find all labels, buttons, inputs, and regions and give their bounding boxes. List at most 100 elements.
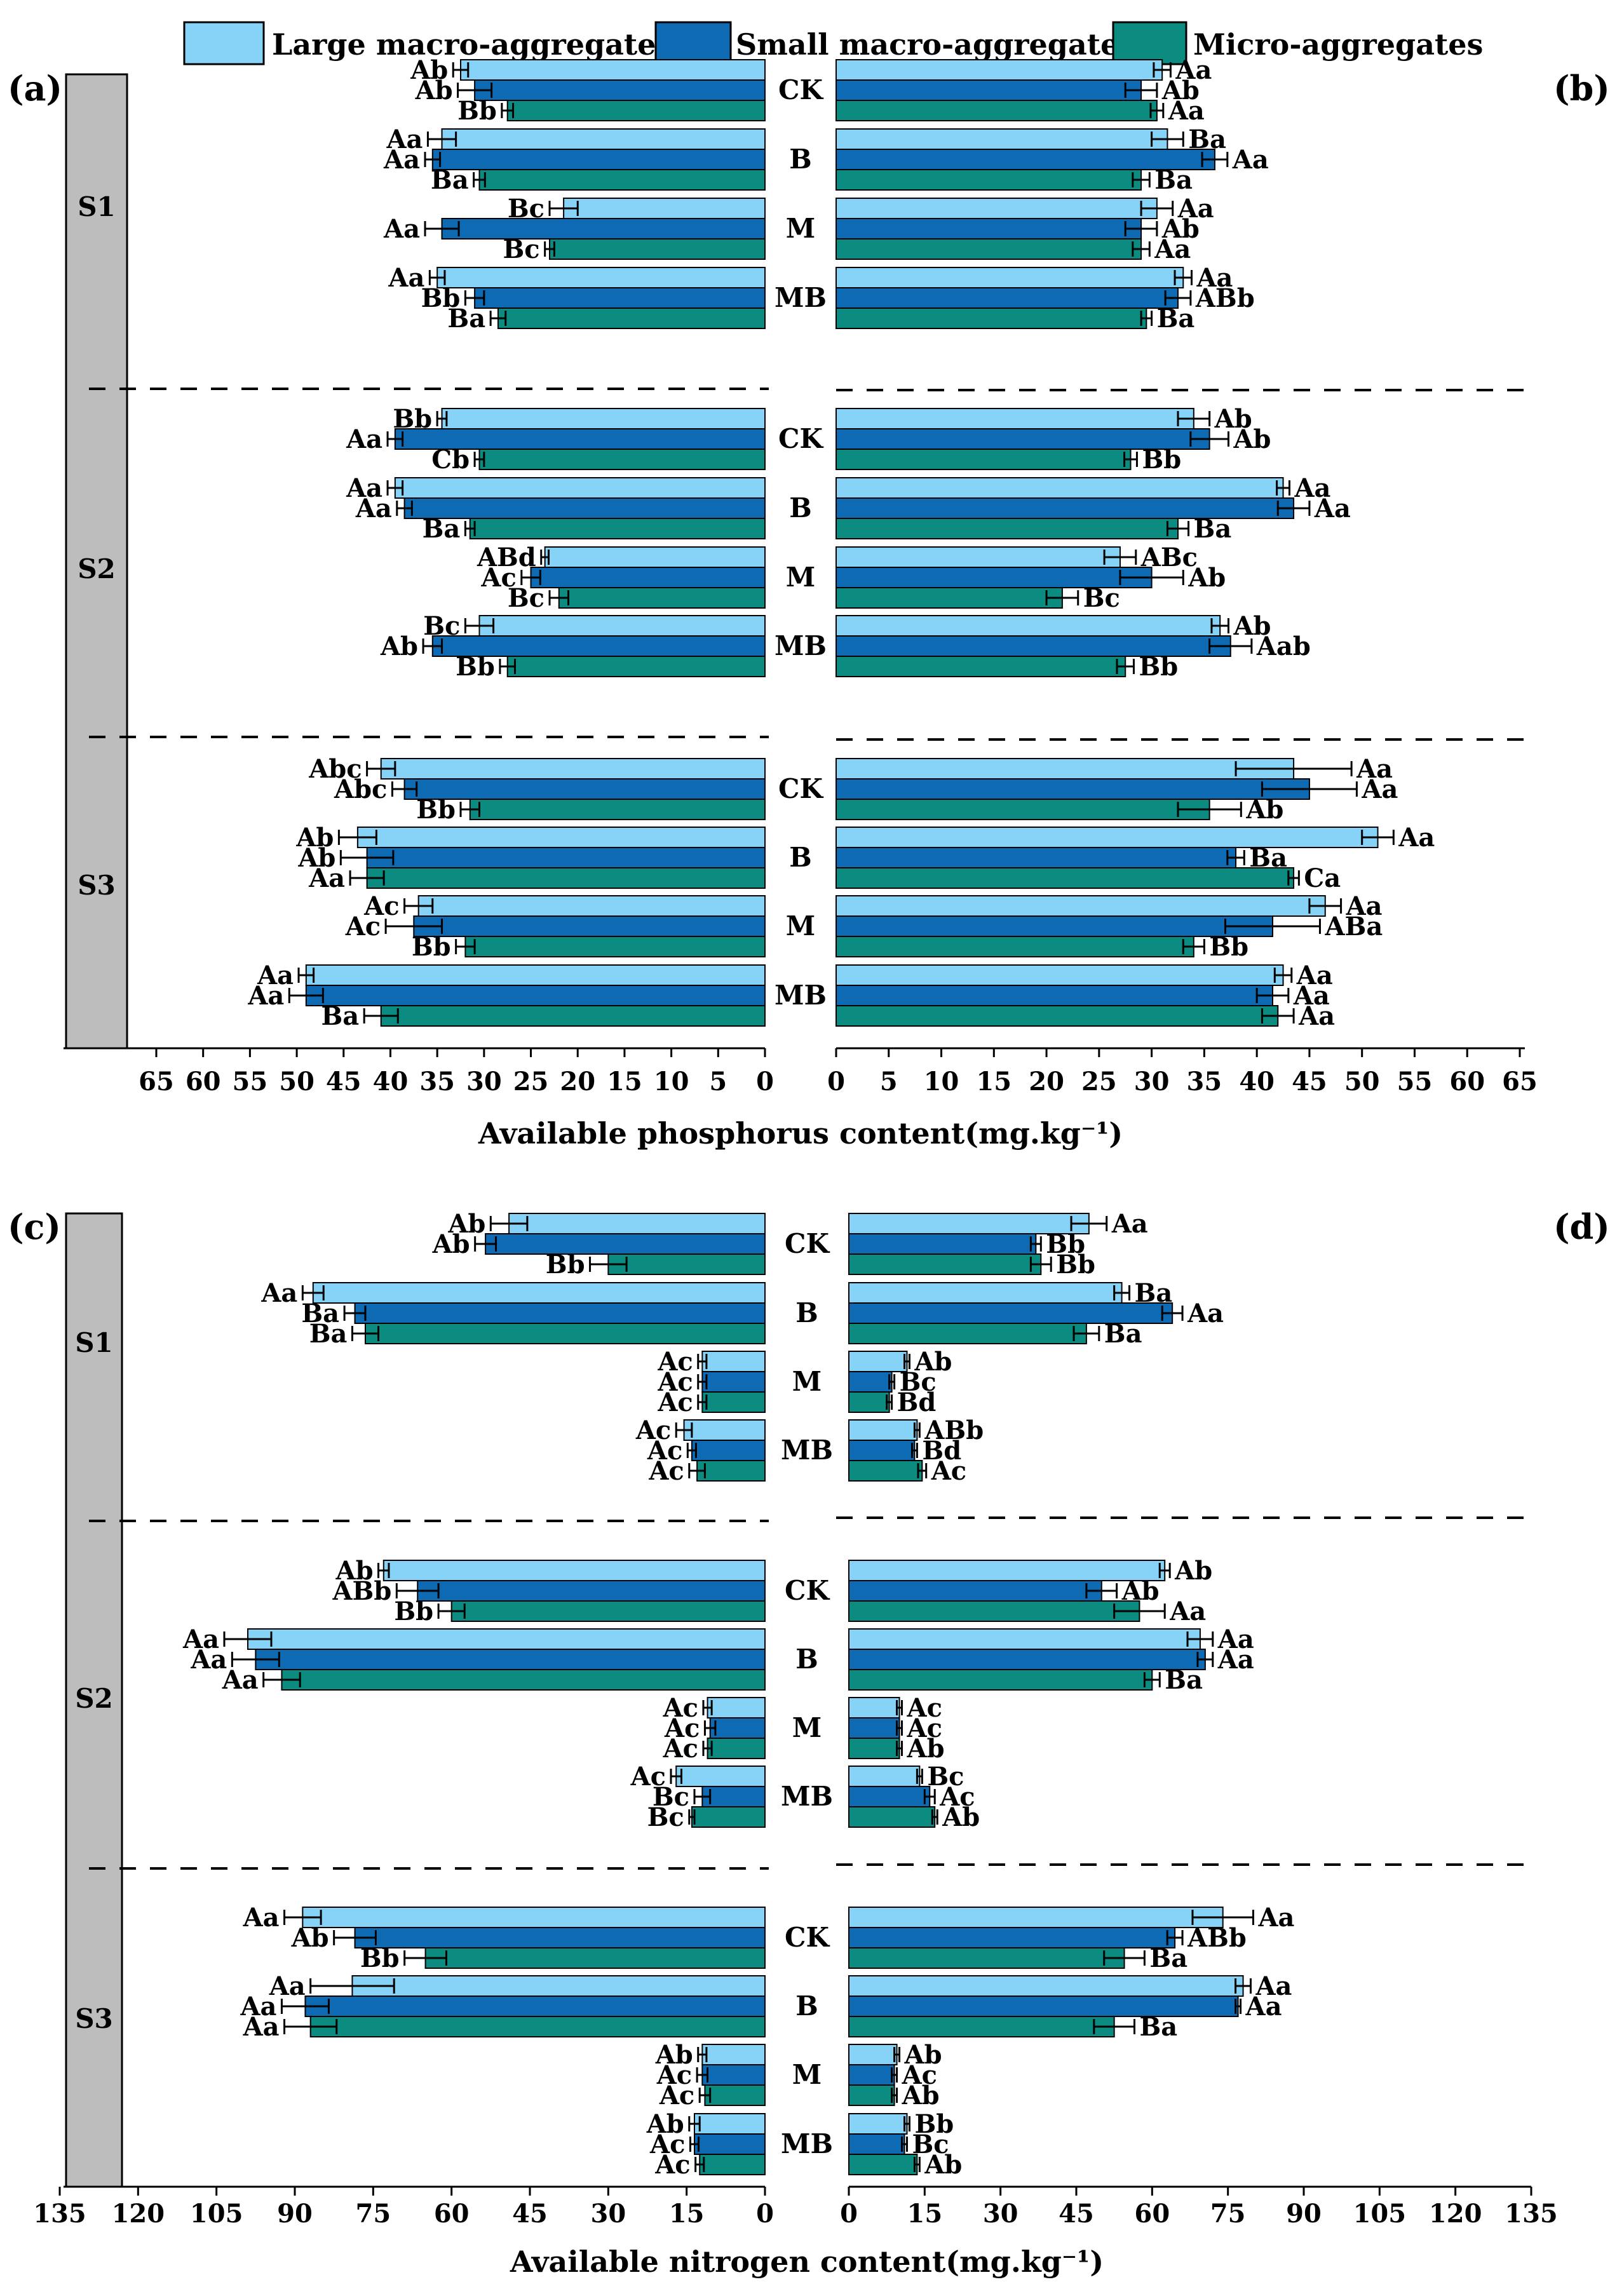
significance-label: Aa	[1293, 981, 1330, 1011]
significance-label: Aa	[1298, 1001, 1335, 1031]
significance-label: Bc	[900, 1367, 937, 1397]
tick-label: 60	[1449, 1067, 1485, 1097]
bar	[469, 518, 766, 539]
significance-label: Ba	[301, 1299, 339, 1328]
significance-label: Bc	[653, 1782, 689, 1812]
significance-label: ABb	[1187, 1923, 1247, 1953]
bar	[835, 964, 1284, 986]
tick-label: 105	[1353, 2199, 1407, 2229]
significance-label: Ab	[291, 1923, 329, 1953]
tick-label: 45	[1059, 2199, 1094, 2229]
significance-label: Ac	[480, 563, 516, 593]
bar	[848, 1947, 1125, 1969]
significance-label: ABa	[1324, 912, 1383, 942]
treatment-label-CK: CK	[778, 773, 823, 804]
significance-label: Aa	[243, 1903, 280, 1933]
bar	[707, 1697, 766, 1719]
bar	[835, 449, 1132, 470]
significance-label: Aa	[1196, 263, 1233, 293]
tick-label: 15	[669, 2199, 705, 2229]
significance-label: Bb	[1056, 1250, 1095, 1280]
bar	[441, 408, 766, 429]
bar	[675, 1766, 766, 1787]
tick-label: 35	[419, 1067, 455, 1097]
bar	[835, 198, 1158, 219]
bar	[460, 59, 766, 81]
significance-label: Aa	[1154, 234, 1191, 264]
legend-label-1: Large macro-aggregates	[272, 27, 672, 62]
significance-label: Ac	[657, 1388, 693, 1417]
bar	[380, 758, 766, 780]
legend-swatch-3	[1112, 21, 1187, 65]
significance-label: Ba	[309, 1319, 348, 1349]
significance-label: Bc	[508, 583, 545, 613]
bar	[497, 307, 766, 329]
bar	[478, 449, 766, 470]
significance-label: ABb	[332, 1576, 392, 1606]
treatment-label-B: B	[795, 1644, 818, 1675]
significance-label: Aa	[1111, 1209, 1148, 1239]
significance-label: Aa	[260, 1278, 297, 1308]
significance-label: Aa	[247, 981, 284, 1011]
bar	[848, 1766, 921, 1787]
bar	[366, 847, 766, 868]
bar	[848, 1253, 1042, 1275]
bar	[835, 587, 1063, 609]
significance-label: Ba	[431, 165, 469, 195]
significance-label: Ca	[1304, 863, 1341, 893]
tick-label: 40	[1239, 1067, 1275, 1097]
significance-label: Aa	[190, 1645, 227, 1675]
tick-label: 60	[434, 2199, 470, 2229]
significance-label: Aa	[182, 1624, 219, 1654]
significance-label: Ac	[345, 912, 381, 942]
panel-tag: (b)	[1553, 68, 1610, 109]
bar	[436, 267, 766, 288]
significance-label: Aa	[1175, 55, 1212, 85]
bar	[696, 1460, 766, 1482]
significance-label: Ba	[1139, 2012, 1177, 2042]
significance-label: Aa	[1314, 494, 1351, 523]
significance-label: Ab	[904, 2040, 942, 2070]
significance-label: Ac	[648, 1456, 684, 1486]
bar	[354, 1927, 766, 1948]
bar	[848, 1323, 1087, 1344]
significance-label: Aa	[1169, 1597, 1206, 1626]
significance-label: Ab	[646, 2109, 684, 2139]
significance-label: Aa	[240, 1992, 276, 2022]
treatment-label-MB: MB	[775, 980, 827, 1011]
significance-label: Ac	[907, 1693, 942, 1723]
tick-label: 60	[1134, 2199, 1170, 2229]
tick-label: 20	[1029, 1067, 1064, 1097]
significance-label: Aa	[346, 424, 382, 454]
treatment-label-MB: MB	[775, 282, 827, 313]
significance-label: Ac	[902, 2060, 937, 2090]
tick-label: 120	[112, 2199, 165, 2229]
significance-label: Ab	[655, 2040, 693, 2070]
tick-label: 30	[590, 2199, 626, 2229]
treatment-label-B: B	[795, 1990, 818, 2022]
significance-label: Ab	[432, 1229, 470, 1259]
panel-tag: (c)	[8, 1206, 61, 1247]
bar	[848, 1580, 1102, 1602]
x-axis-title: Available phosphorus content(mg.kg⁻¹)	[478, 1116, 1123, 1151]
significance-label: Ba	[1194, 514, 1232, 544]
x-axis-title: Available nitrogen content(mg.kg⁻¹)	[510, 2245, 1104, 2279]
bar	[701, 1786, 766, 1807]
bar	[848, 1669, 1153, 1691]
bar	[848, 1717, 900, 1739]
significance-label: Ab	[1214, 404, 1252, 434]
significance-label: Aa	[1346, 891, 1383, 921]
bar	[304, 1995, 766, 2017]
tick-label: 20	[560, 1067, 595, 1097]
bar	[848, 1600, 1140, 1622]
tick-label: 55	[1397, 1067, 1433, 1097]
bar	[848, 1351, 908, 1372]
bar	[441, 128, 766, 150]
bar	[848, 2154, 918, 2175]
significance-label: Aa	[355, 494, 392, 523]
significance-label: Aa	[1257, 1903, 1294, 1933]
significance-label: Ac	[907, 1713, 942, 1743]
bar	[848, 2044, 898, 2065]
